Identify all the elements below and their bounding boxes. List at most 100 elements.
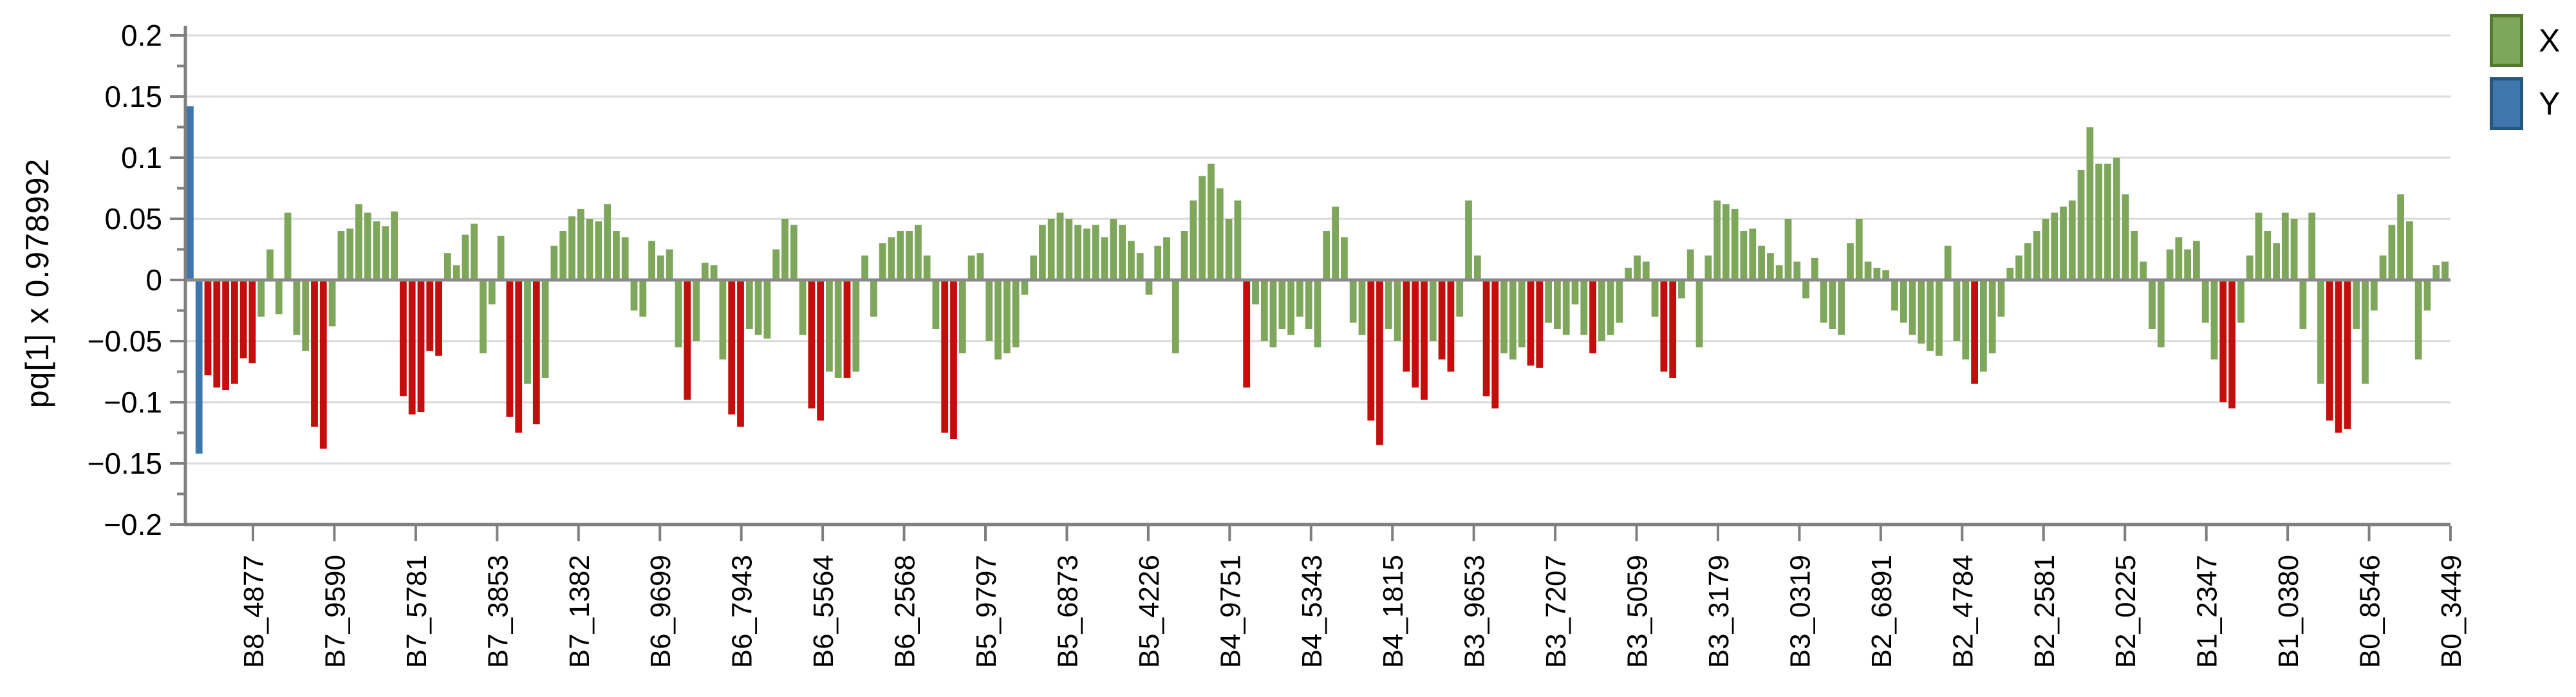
bar[interactable] xyxy=(985,280,993,341)
bar[interactable] xyxy=(1349,280,1357,323)
bar[interactable] xyxy=(693,280,700,341)
bar[interactable] xyxy=(1847,243,1854,280)
bar[interactable] xyxy=(621,237,629,281)
bar[interactable] xyxy=(2255,212,2263,281)
bar[interactable] xyxy=(1642,261,1650,281)
bar[interactable] xyxy=(1971,280,1978,384)
bar[interactable] xyxy=(932,280,940,329)
legend-item-y[interactable]: Y xyxy=(2490,77,2560,130)
legend-item-x[interactable]: X xyxy=(2490,14,2560,67)
bar[interactable] xyxy=(471,223,478,280)
bar[interactable] xyxy=(586,219,593,280)
bar[interactable] xyxy=(1554,280,1561,329)
bar[interactable] xyxy=(435,280,442,356)
bar[interactable] xyxy=(1376,280,1383,445)
bar[interactable] xyxy=(2281,212,2289,281)
bar[interactable] xyxy=(2201,280,2209,323)
bar[interactable] xyxy=(382,226,389,280)
bar[interactable] xyxy=(1509,280,1517,360)
bar[interactable] xyxy=(2095,163,2103,281)
bar[interactable] xyxy=(1767,253,1774,280)
bar[interactable] xyxy=(639,280,647,317)
bar[interactable] xyxy=(1412,280,1419,388)
bar[interactable] xyxy=(2273,243,2280,280)
bar[interactable] xyxy=(293,280,301,335)
bar[interactable] xyxy=(675,280,682,348)
bar[interactable] xyxy=(1110,219,1117,280)
bar[interactable] xyxy=(222,280,229,390)
bar[interactable] xyxy=(1936,280,1943,356)
bar[interactable] xyxy=(967,256,975,280)
bar[interactable] xyxy=(1394,280,1401,341)
bar[interactable] xyxy=(2219,280,2227,402)
bar[interactable] xyxy=(728,280,736,414)
bar[interactable] xyxy=(1074,225,1081,281)
bar[interactable] xyxy=(1909,280,1916,335)
bar[interactable] xyxy=(2406,221,2413,280)
bars[interactable] xyxy=(187,106,2449,454)
bar[interactable] xyxy=(1713,200,1721,281)
bar[interactable] xyxy=(550,245,558,280)
bar[interactable] xyxy=(879,243,886,280)
bar[interactable] xyxy=(2388,225,2396,281)
bar[interactable] xyxy=(1171,280,1179,353)
bar[interactable] xyxy=(1323,231,1330,280)
bar[interactable] xyxy=(941,280,949,433)
bar[interactable] xyxy=(666,249,673,281)
bar[interactable] xyxy=(1562,280,1570,335)
bar[interactable] xyxy=(2344,280,2351,429)
bar[interactable] xyxy=(1305,280,1312,329)
bar[interactable] xyxy=(319,280,327,449)
bar[interactable] xyxy=(1571,280,1579,304)
bar[interactable] xyxy=(2006,268,2014,280)
bar[interactable] xyxy=(648,241,655,280)
bar[interactable] xyxy=(1678,280,1685,299)
bar[interactable] xyxy=(1695,280,1703,348)
bar[interactable] xyxy=(1429,280,1437,341)
bar[interactable] xyxy=(1385,280,1392,329)
bar[interactable] xyxy=(559,231,567,280)
bar[interactable] xyxy=(1119,225,1126,281)
bar[interactable] xyxy=(1686,249,1694,281)
bar[interactable] xyxy=(1997,280,2005,317)
bar[interactable] xyxy=(799,280,807,335)
bar[interactable] xyxy=(1545,280,1552,323)
bar[interactable] xyxy=(1456,280,1464,317)
bar[interactable] xyxy=(2237,280,2245,323)
bar[interactable] xyxy=(888,237,895,281)
bar[interactable] xyxy=(834,280,842,378)
bar[interactable] xyxy=(613,231,620,280)
bar[interactable] xyxy=(497,236,505,280)
bar[interactable] xyxy=(515,280,523,433)
bar[interactable] xyxy=(1243,280,1251,388)
bar[interactable] xyxy=(2015,256,2022,280)
bar[interactable] xyxy=(2051,212,2058,281)
bar[interactable] xyxy=(248,280,256,364)
bar[interactable] xyxy=(1811,257,1818,280)
bar[interactable] xyxy=(1927,280,1934,351)
bar[interactable] xyxy=(1421,280,1428,400)
bar[interactable] xyxy=(1775,265,1783,280)
bar[interactable] xyxy=(870,280,877,317)
bar[interactable] xyxy=(364,212,371,281)
bar[interactable] xyxy=(1269,280,1277,348)
bar[interactable] xyxy=(906,231,913,280)
bar[interactable] xyxy=(187,106,194,280)
bar[interactable] xyxy=(1660,280,1668,372)
bar[interactable] xyxy=(2432,265,2440,280)
bar[interactable] xyxy=(2024,243,2031,280)
bar[interactable] xyxy=(1758,245,1765,280)
bar[interactable] xyxy=(2264,231,2272,280)
bar[interactable] xyxy=(1260,280,1268,341)
bar[interactable] xyxy=(852,280,860,372)
bar[interactable] xyxy=(231,280,238,384)
bar[interactable] xyxy=(2193,241,2200,280)
bar[interactable] xyxy=(843,280,851,378)
bar[interactable] xyxy=(1163,237,1170,281)
bar[interactable] xyxy=(2299,280,2307,329)
bar[interactable] xyxy=(701,263,709,280)
bar[interactable] xyxy=(257,280,265,317)
bar[interactable] xyxy=(2033,231,2040,280)
bar[interactable] xyxy=(1012,280,1020,348)
bar[interactable] xyxy=(2042,219,2049,280)
